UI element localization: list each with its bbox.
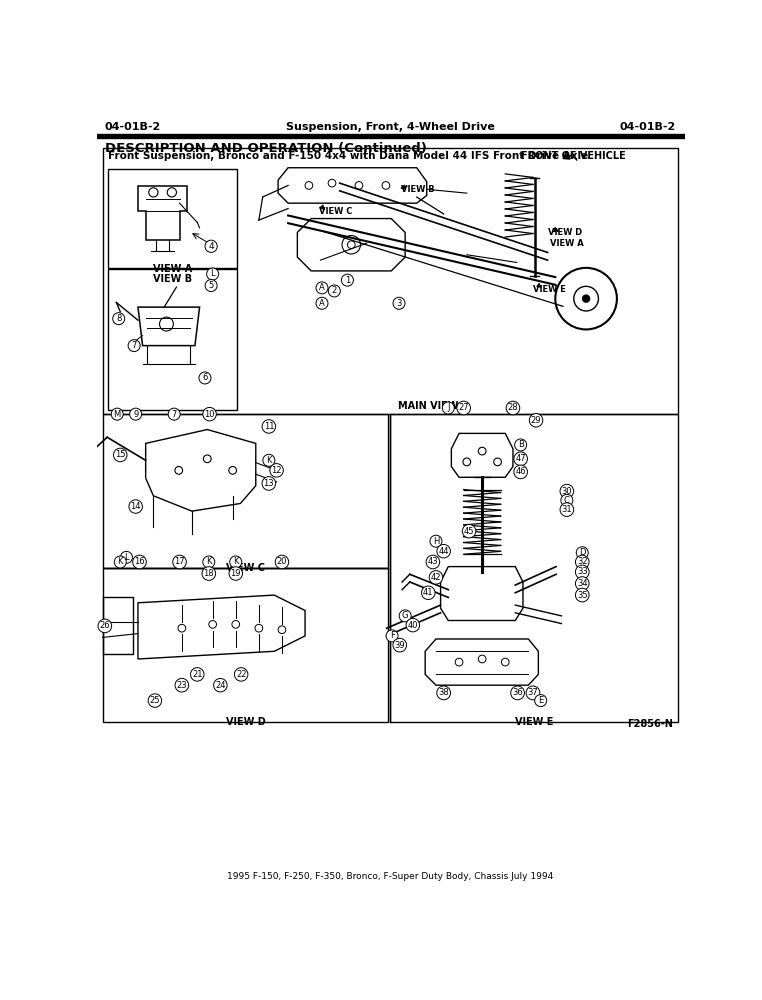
Text: 28: 28 bbox=[507, 403, 518, 412]
Text: 16: 16 bbox=[134, 557, 145, 566]
Text: 44: 44 bbox=[438, 547, 449, 556]
Text: 37: 37 bbox=[527, 688, 538, 697]
Text: 1995 F-150, F-250, F-350, Bronco, F-Super Duty Body, Chassis July 1994: 1995 F-150, F-250, F-350, Bronco, F-Supe… bbox=[227, 872, 554, 881]
Text: 04-01B-2: 04-01B-2 bbox=[105, 122, 161, 132]
Text: 19: 19 bbox=[230, 569, 241, 578]
Text: F: F bbox=[389, 631, 395, 640]
Text: VIEW A: VIEW A bbox=[153, 264, 192, 274]
Text: 15: 15 bbox=[115, 450, 126, 459]
Text: L: L bbox=[210, 269, 215, 278]
Text: 21: 21 bbox=[192, 670, 203, 679]
Text: 11: 11 bbox=[264, 422, 274, 431]
Text: 39: 39 bbox=[395, 641, 405, 650]
Text: Suspension, Front, 4-Wheel Drive: Suspension, Front, 4-Wheel Drive bbox=[286, 122, 495, 132]
Text: 3: 3 bbox=[396, 299, 402, 308]
Text: 43: 43 bbox=[427, 557, 438, 566]
Text: H: H bbox=[433, 537, 439, 546]
Text: K: K bbox=[206, 557, 212, 566]
Text: 36: 36 bbox=[512, 688, 523, 697]
Text: VIEW B: VIEW B bbox=[402, 185, 435, 194]
Text: 8: 8 bbox=[116, 314, 121, 323]
Text: 20: 20 bbox=[277, 557, 287, 566]
Text: M: M bbox=[114, 410, 121, 419]
Text: 38: 38 bbox=[438, 688, 449, 697]
Text: 46: 46 bbox=[515, 467, 526, 476]
Text: 26: 26 bbox=[100, 621, 110, 630]
Text: VIEW C: VIEW C bbox=[319, 207, 352, 216]
Text: 5: 5 bbox=[209, 281, 213, 290]
Text: 7: 7 bbox=[131, 341, 137, 350]
Text: F2856-N: F2856-N bbox=[627, 719, 673, 729]
Bar bbox=[108, 269, 237, 410]
Text: B: B bbox=[517, 440, 523, 449]
Text: 9: 9 bbox=[133, 410, 138, 419]
Text: VIEW B: VIEW B bbox=[153, 274, 192, 284]
Text: VIEW C: VIEW C bbox=[226, 563, 265, 573]
Text: G: G bbox=[402, 611, 408, 620]
Text: 22: 22 bbox=[236, 670, 246, 679]
Text: C: C bbox=[564, 496, 570, 505]
Text: 40: 40 bbox=[408, 621, 418, 630]
Text: A: A bbox=[319, 299, 325, 308]
Bar bbox=[108, 169, 237, 268]
Text: 25: 25 bbox=[149, 696, 160, 705]
Text: 27: 27 bbox=[459, 403, 469, 412]
Text: 29: 29 bbox=[531, 416, 541, 425]
Text: VIEW E: VIEW E bbox=[533, 285, 566, 294]
Text: A: A bbox=[319, 283, 325, 292]
Text: 7: 7 bbox=[171, 410, 177, 419]
Text: 24: 24 bbox=[215, 681, 226, 690]
Text: K: K bbox=[233, 557, 239, 566]
Text: VIEW E: VIEW E bbox=[514, 717, 553, 727]
Text: 41: 41 bbox=[423, 588, 434, 597]
Text: 2: 2 bbox=[331, 286, 337, 295]
Text: J: J bbox=[447, 403, 450, 412]
Text: 4: 4 bbox=[208, 242, 214, 251]
Bar bbox=[104, 568, 388, 722]
Text: VIEW D: VIEW D bbox=[549, 228, 583, 237]
Text: K: K bbox=[117, 557, 123, 566]
Text: 34: 34 bbox=[577, 579, 588, 588]
Text: 32: 32 bbox=[577, 557, 588, 566]
Bar bbox=[104, 414, 388, 568]
Text: E: E bbox=[538, 696, 543, 705]
Text: VIEW D: VIEW D bbox=[226, 717, 266, 727]
Text: VIEW A: VIEW A bbox=[550, 239, 584, 248]
Text: 14: 14 bbox=[130, 502, 141, 511]
Text: 42: 42 bbox=[431, 573, 441, 582]
Text: 6: 6 bbox=[202, 373, 207, 382]
Text: 30: 30 bbox=[562, 487, 572, 496]
Text: D: D bbox=[579, 548, 585, 557]
Text: DESCRIPTION AND OPERATION (Continued): DESCRIPTION AND OPERATION (Continued) bbox=[105, 142, 427, 155]
Text: 18: 18 bbox=[203, 569, 214, 578]
Text: 10: 10 bbox=[204, 410, 215, 419]
Bar bbox=[389, 414, 677, 722]
Text: Front Suspension, Bronco and F-150 4x4 with Dana Model 44 IFS Front Drive Axle: Front Suspension, Bronco and F-150 4x4 w… bbox=[108, 151, 588, 161]
Text: 45: 45 bbox=[464, 527, 474, 536]
Text: 33: 33 bbox=[577, 567, 588, 576]
Text: 04-01B-2: 04-01B-2 bbox=[620, 122, 676, 132]
Text: 47: 47 bbox=[515, 454, 526, 463]
Text: L: L bbox=[124, 553, 129, 562]
Text: FRONT OF VEHICLE: FRONT OF VEHICLE bbox=[520, 151, 626, 161]
Text: 31: 31 bbox=[562, 505, 572, 514]
Text: 23: 23 bbox=[177, 681, 187, 690]
Text: 17: 17 bbox=[174, 557, 185, 566]
Text: MAIN VIEW: MAIN VIEW bbox=[398, 401, 459, 411]
Bar bbox=[104, 148, 677, 414]
Text: 35: 35 bbox=[577, 591, 588, 600]
Circle shape bbox=[582, 295, 590, 302]
Text: K: K bbox=[266, 456, 271, 465]
Text: 13: 13 bbox=[264, 479, 274, 488]
Text: 1: 1 bbox=[344, 276, 350, 285]
Text: 12: 12 bbox=[271, 466, 282, 475]
